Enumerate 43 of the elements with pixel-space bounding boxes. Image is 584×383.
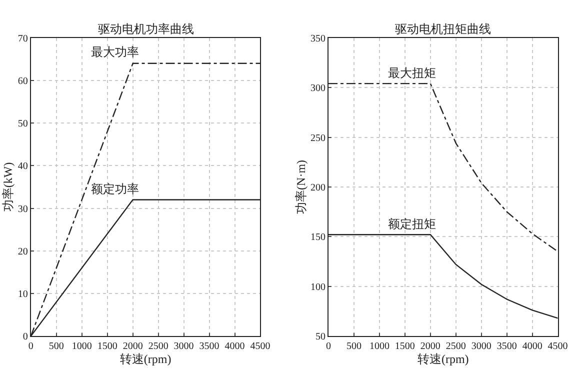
x-tick-label: 1000	[369, 341, 390, 352]
x-tick-label: 4500	[250, 341, 270, 352]
y-tick-label: 150	[310, 232, 326, 244]
chart-title: 驱动电机扭矩曲线	[395, 22, 491, 36]
y-tick-label: 350	[310, 33, 326, 44]
series-label: 最大扭矩	[388, 66, 436, 80]
y-tick-label: 20	[18, 246, 28, 258]
x-tick-label: 1500	[97, 341, 118, 352]
x-tick-label: 4000	[224, 341, 245, 352]
chart-title: 驱动电机功率曲线	[98, 22, 194, 36]
x-tick-label: 3000	[471, 341, 492, 352]
series-label: 最大功率	[91, 45, 139, 59]
x-tick-label: 500	[346, 341, 362, 352]
x-tick-label: 3500	[496, 341, 517, 352]
x-tick-label: 2500	[148, 341, 168, 352]
x-tick-label: 4000	[522, 341, 542, 352]
x-tick-label: 500	[48, 341, 64, 352]
y-tick-label: 0	[22, 332, 28, 343]
y-tick-label: 70	[18, 33, 28, 44]
series-label: 额定功率	[91, 182, 139, 196]
y-tick-label: 40	[18, 161, 28, 172]
x-tick-label: 2500	[446, 341, 466, 352]
y-tick-label: 100	[310, 282, 326, 293]
x-tick-label: 2000	[420, 341, 440, 352]
x-tick-label: 2000	[122, 341, 143, 352]
x-axis-title: 转速(rpm)	[417, 352, 469, 366]
x-tick-label: 1500	[394, 341, 415, 352]
series-label: 额定扭矩	[388, 217, 436, 231]
x-tick-label: 3500	[199, 341, 220, 352]
y-tick-label: 300	[310, 83, 326, 94]
y-tick-label: 200	[310, 182, 326, 194]
y-tick-label: 50	[315, 332, 326, 343]
x-tick-label: 4500	[548, 341, 568, 352]
y-tick-label: 50	[18, 118, 28, 130]
x-tick-label: 1000	[72, 341, 92, 352]
y-tick-label: 250	[310, 132, 326, 144]
x-tick-label: 3000	[174, 341, 194, 352]
y-tick-label: 10	[18, 288, 28, 300]
y-tick-label: 30	[18, 204, 28, 215]
y-axis-title: 功率(N·m)	[294, 160, 308, 214]
x-axis-title: 转速(rpm)	[120, 352, 172, 366]
y-tick-label: 60	[18, 76, 28, 87]
y-axis-title: 功率(kW)	[1, 162, 16, 212]
